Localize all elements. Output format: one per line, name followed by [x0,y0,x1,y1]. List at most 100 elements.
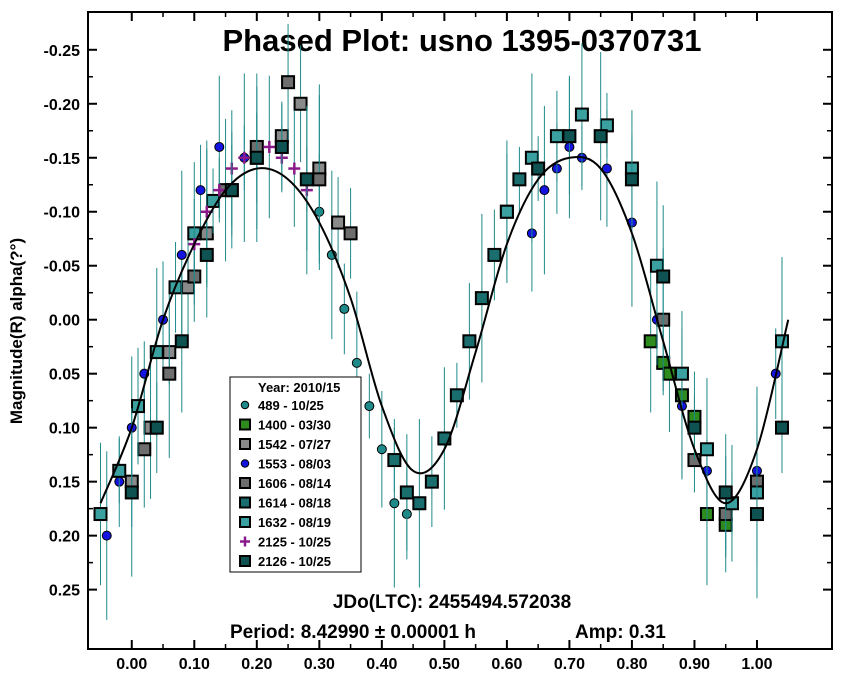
legend-label: 1606 - 08/14 [258,476,332,491]
legend-label: 1542 - 07/27 [258,437,331,452]
data-point [281,75,296,90]
data-point [399,485,414,500]
data-point [474,291,489,306]
legend-marker [240,400,250,410]
legend-item: 2125 - 10/25 [240,535,331,550]
data-point [274,139,289,154]
data-point [364,401,375,412]
data-point [389,498,400,509]
legend-marker [239,418,251,431]
x-tick-label: 0.10 [179,656,210,673]
data-point [656,269,671,284]
data-point [312,172,327,187]
data-point [214,141,225,152]
annotation-jdo: JDo(LTC): 2455494.572038 [333,592,571,613]
data-point [343,226,358,241]
legend-box [229,376,362,573]
y-tick-label: 0.05 [49,367,80,384]
legend-title: Year: 2010/15 [258,380,340,395]
data-point [412,496,427,511]
series-6 [93,43,789,586]
x-tick-label: 0.50 [429,656,460,673]
legend-label: 1400 - 03/30 [258,418,331,433]
y-tick-label: -0.20 [44,97,81,114]
y-tick-label: 0.25 [49,583,80,600]
y-tick-label: 0.10 [49,421,80,438]
data-point [699,442,714,457]
data-point [149,420,164,435]
legend-marker [240,459,250,468]
y-tick-label: -0.15 [44,151,81,168]
data-point [624,172,639,187]
data-point [249,150,264,165]
annotation-period: Period: 8.42990 ± 0.00001 h [230,622,476,643]
x-tick-label: 0.00 [116,656,147,673]
data-point [539,185,550,196]
legend-label: 1632 - 08/19 [258,515,331,530]
data-point [213,184,226,197]
legend-label: 489 - 10/25 [258,398,324,413]
x-tick-label: 0.90 [679,656,710,673]
legend-item: 1400 - 03/30 [239,418,331,433]
legend-item: 489 - 10/25 [240,398,324,413]
y-tick-label: -0.10 [44,205,81,222]
data-point [199,247,214,262]
data-point [549,129,564,144]
series-3 [101,75,781,620]
legend-label: 1614 - 08/18 [258,496,331,511]
data-point [331,215,346,230]
legend-label: 2125 - 10/25 [258,535,331,550]
data-point [512,172,527,187]
legend-marker [240,536,250,547]
x-tick-label: 0.40 [366,656,397,673]
x-tick-label: 0.80 [616,656,647,673]
data-point [601,163,612,174]
y-tick-label: 0.00 [49,313,80,330]
data-point [531,161,546,176]
data-point [93,507,108,522]
x-tick-label: 0.60 [491,656,522,673]
data-point [424,474,439,489]
legend-item: 1542 - 07/27 [239,437,331,452]
legend-item: 1606 - 08/14 [239,476,332,491]
legend-label: 1553 - 08/03 [258,457,331,472]
data-point [376,444,387,455]
data-point [351,357,362,368]
legend-marker [239,438,251,450]
legend-marker [239,477,251,489]
data-point [674,366,689,381]
legend-marker [239,555,251,567]
data-point [288,162,301,175]
data-point [562,129,577,144]
data-point [593,129,608,144]
data-point [299,172,314,187]
annotation-amp: Amp: 0.31 [575,622,666,643]
legend-label: 2126 - 10/25 [258,554,331,569]
legend-item: 1614 - 08/18 [239,496,331,511]
data-point [339,303,350,314]
y-axis-label: Magnitude(R) alpha(?°) [7,238,26,424]
data-point [162,366,177,381]
legend: Year: 2010/15 489 - 10/25 1400 - 03/30 154… [229,376,362,573]
y-axis: -0.25 -0.20 -0.15 -0.10 -0.05 0.00 0.05 0.10 0.1… [44,43,832,600]
data-point [499,204,514,219]
data-point [124,485,139,500]
data-point [643,334,658,349]
data-point [176,249,187,260]
series-4 [137,23,764,573]
data-point [224,183,239,198]
data-point [749,507,764,522]
data-point [101,530,112,541]
data-point [238,151,251,164]
data-point [263,140,276,153]
y-tick-label: -0.25 [44,43,81,60]
x-tick-label: 0.70 [554,656,585,673]
legend-item: 1553 - 08/03 [240,457,331,472]
legend-marker [239,496,251,509]
y-tick-label: 0.15 [49,475,80,492]
data-point [137,442,152,457]
data-point [718,485,733,500]
data-point [387,453,402,468]
y-tick-label: 0.20 [49,529,80,546]
